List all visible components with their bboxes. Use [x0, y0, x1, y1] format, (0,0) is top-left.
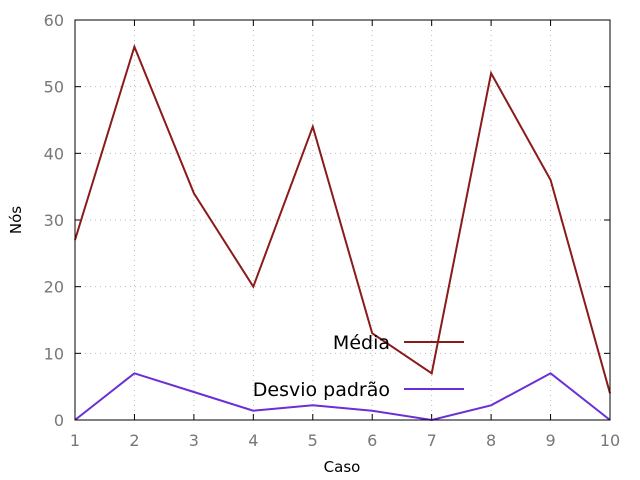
y-tick-label: 0: [54, 411, 64, 430]
series-line-2: [74, 372, 611, 422]
x-tick-label: 5: [308, 431, 318, 450]
legend-label-1: Média: [333, 332, 390, 354]
x-tick-label: 9: [545, 431, 555, 450]
y-tick-labels: 0 10 20 30 40 50 60: [44, 11, 64, 430]
y-tick-label: 60: [44, 11, 64, 30]
series: [74, 43, 611, 422]
series-line-1: [74, 43, 611, 394]
x-tick-label: 3: [189, 431, 199, 450]
y-tick-label: 20: [44, 278, 64, 297]
x-tick-label: 1: [70, 431, 80, 450]
legend: Média Desvio padrão: [253, 332, 464, 401]
y-tick-label: 30: [44, 211, 64, 230]
x-tick-label: 2: [129, 431, 139, 450]
x-tick-label: 8: [486, 431, 496, 450]
x-axis-label: Caso: [324, 458, 361, 476]
legend-label-2: Desvio padrão: [253, 379, 390, 401]
x-tick-label: 4: [248, 431, 258, 450]
x-tick-label: 7: [427, 431, 437, 450]
x-tick-label: 6: [367, 431, 377, 450]
y-axis-label: Nós: [7, 206, 25, 234]
y-tick-label: 40: [44, 144, 64, 163]
plot-frame: [74, 19, 611, 421]
y-tick-label: 10: [44, 344, 64, 363]
x-tick-label: 10: [600, 431, 620, 450]
y-tick-label: 50: [44, 78, 64, 97]
grid: [75, 20, 610, 420]
x-tick-labels: 1 2 3 4 5 6 7 8 9 10: [70, 431, 620, 450]
